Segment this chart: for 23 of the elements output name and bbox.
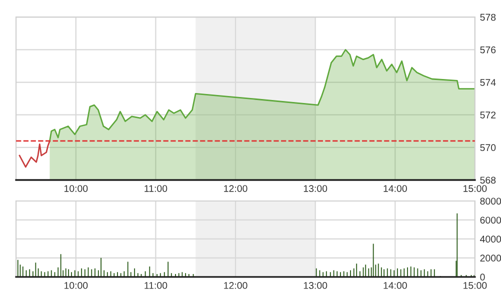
y-tick-label: 568 [480,176,496,184]
y-tick-label: 0 [480,274,485,281]
x-tick-label: 14:00 [384,282,407,289]
x-tick-label: 10:00 [64,185,88,192]
x-tick-label: 11:00 [144,185,168,192]
x-tick-label: 10:00 [64,282,88,289]
x-tick-label: 15:00 [464,282,487,289]
y-tick-label: 6000 [480,216,501,224]
x-tick-label: 13:00 [304,282,328,289]
y-tick-label: 574 [480,79,496,86]
y-tick-label: 570 [480,144,496,152]
x-tick-label: 13:00 [304,185,328,192]
y-tick-label: 578 [480,14,496,21]
y-tick-label: 4000 [480,236,501,243]
y-tick-label: 8000 [480,198,501,205]
y-tick-label: 576 [480,46,496,54]
x-tick-label: 11:00 [144,282,168,289]
x-tick-label: 12:00 [224,185,248,192]
x-tick-label: 14:00 [384,185,407,192]
x-tick-label: 15:00 [464,185,487,192]
y-tick-label: 572 [480,112,496,118]
y-tick-label: 2000 [480,254,501,262]
x-tick-label: 12:00 [224,282,248,289]
